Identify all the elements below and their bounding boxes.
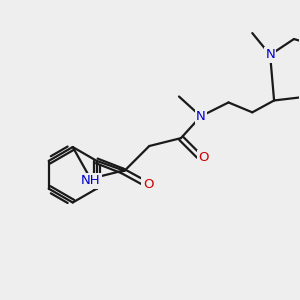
Text: O: O — [199, 152, 209, 164]
Text: N: N — [265, 48, 275, 62]
Text: NH: NH — [81, 174, 100, 187]
Text: N: N — [196, 110, 206, 123]
Text: O: O — [143, 178, 153, 191]
